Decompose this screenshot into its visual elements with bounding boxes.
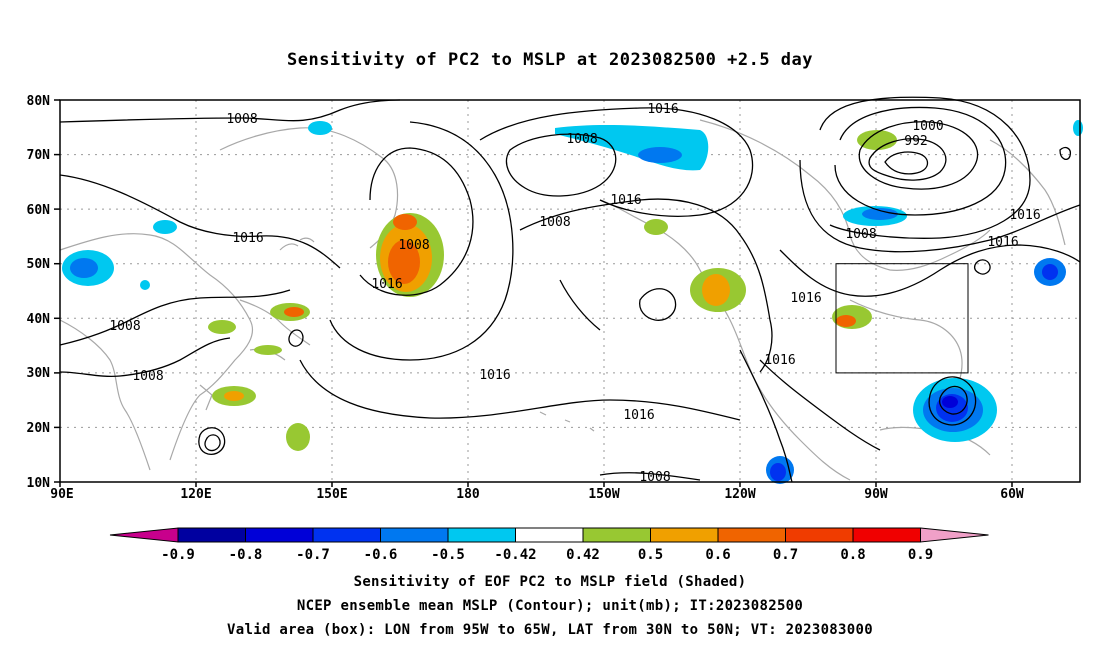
- contour-label: 1016: [647, 102, 678, 117]
- lon-label: 180: [456, 487, 480, 502]
- lat-label: 30N: [27, 366, 51, 381]
- colorbar-label: -0.5: [431, 547, 465, 563]
- colorbar-label: -0.8: [229, 547, 263, 563]
- lat-label: 80N: [27, 94, 51, 109]
- colorbar-label: 0.9: [908, 547, 933, 563]
- lat-label: 50N: [27, 257, 51, 272]
- figure-title: Sensitivity of PC2 to MSLP at 2023082500…: [286, 50, 813, 70]
- contour-label: 1016: [987, 235, 1018, 250]
- lat-label: 20N: [27, 421, 51, 436]
- contour-label: 1016: [232, 231, 263, 246]
- colorbar-segment: [717, 527, 786, 543]
- colorbar-label: -0.7: [296, 547, 330, 563]
- colorbar-segment: [245, 527, 314, 543]
- contour-label: 1016: [610, 193, 641, 208]
- colorbar-high-end: [920, 527, 989, 543]
- footer-line-2: NCEP ensemble mean MSLP (Contour); unit(…: [296, 598, 804, 614]
- valid-area-box: [835, 263, 969, 374]
- contour-label: 1016: [623, 408, 654, 423]
- colorbar-label: 0.7: [773, 547, 798, 563]
- sensitivity-shading: [62, 120, 1083, 484]
- lat-label: 60N: [27, 203, 51, 218]
- colorbar-segment: [515, 527, 584, 543]
- lon-label: 120W: [724, 487, 755, 502]
- colorbar-segment: [312, 527, 381, 543]
- footer-line-1: Sensitivity of EOF PC2 to MSLP field (Sh…: [353, 574, 747, 590]
- colorbar-label: 0.5: [638, 547, 663, 563]
- lon-label: 120E: [180, 487, 211, 502]
- contour-label: 1016: [371, 277, 402, 292]
- contour-label: 1008: [845, 227, 876, 242]
- lon-label: 150W: [588, 487, 619, 502]
- colorbar-segment: [852, 527, 921, 543]
- lat-label: 40N: [27, 312, 51, 327]
- contour-label: 1008: [566, 132, 597, 147]
- colorbar-label: 0.42: [566, 547, 600, 563]
- contour-label: 1008: [132, 369, 163, 384]
- colorbar-segment: [380, 527, 449, 543]
- contour-label: 1000: [912, 119, 943, 134]
- contour-label: 1016: [790, 291, 821, 306]
- lon-label: 60W: [1000, 487, 1024, 502]
- colorbar-low-end: [109, 527, 179, 543]
- mslp-contours: [59, 96, 1081, 483]
- contour-label: 1008: [226, 112, 257, 127]
- contour-label: 992: [904, 134, 927, 149]
- lat-label: 10N: [27, 476, 51, 491]
- contour-label: 1008: [539, 215, 570, 230]
- colorbar-segment: [582, 527, 651, 543]
- contour-label: 1016: [479, 368, 510, 383]
- colorbar-label: 0.8: [840, 547, 865, 563]
- colorbar-segment: [785, 527, 854, 543]
- lon-label: 90W: [864, 487, 888, 502]
- colorbar-segment: [177, 527, 246, 543]
- colorbar-segment: [650, 527, 719, 543]
- colorbar-label: -0.9: [161, 547, 195, 563]
- lon-label: 150E: [316, 487, 347, 502]
- contour-label: 1008: [109, 319, 140, 334]
- colorbar-label: -0.42: [494, 547, 536, 563]
- footer-line-3: Valid area (box): LON from 95W to 65W, L…: [227, 622, 873, 638]
- colorbar-label: -0.6: [364, 547, 398, 563]
- lat-label: 70N: [27, 148, 51, 163]
- colorbar-label: 0.6: [705, 547, 730, 563]
- contour-label: 1016: [1009, 208, 1040, 223]
- lon-label: 90E: [50, 487, 73, 502]
- colorbar: -0.9 -0.8 -0.7 -0.6 -0.5 -0.42 0.42 0.5 0.6 0.7 0.…: [109, 527, 989, 563]
- contour-label: 1008: [398, 238, 429, 253]
- colorbar-segment: [447, 527, 516, 543]
- contour-label: 1016: [764, 353, 795, 368]
